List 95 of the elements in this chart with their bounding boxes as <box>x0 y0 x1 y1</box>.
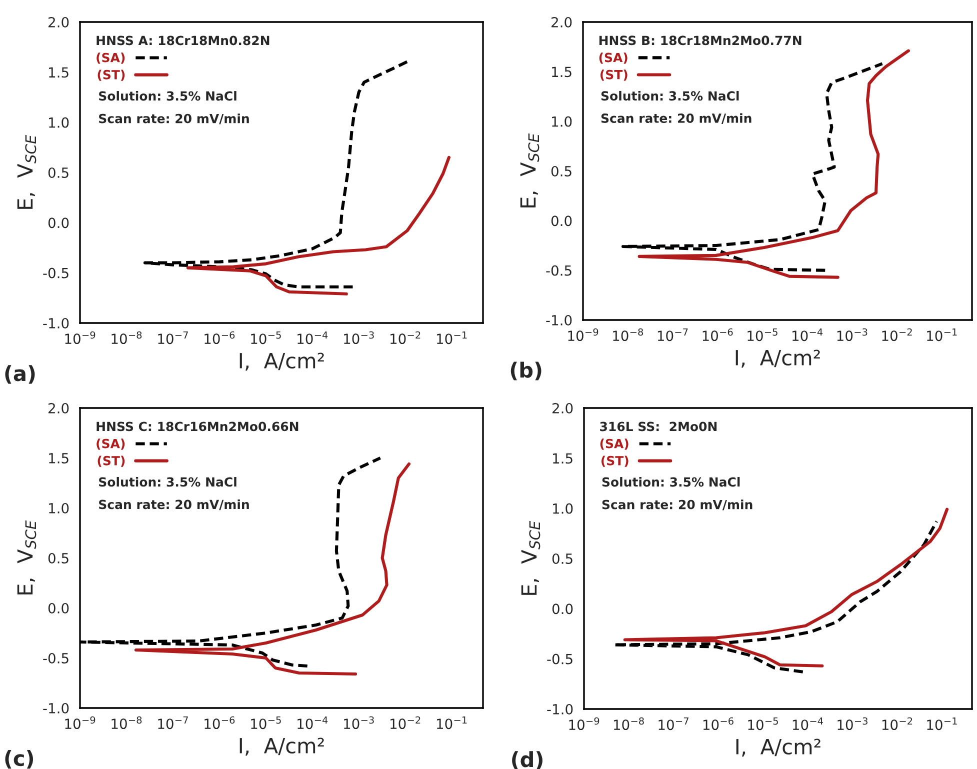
x-tick-label: 10$^{−5}$ <box>251 716 281 730</box>
x-tick-label: 10$^{−5}$ <box>251 331 281 344</box>
x-axis-title: I, A/cm² <box>240 738 324 756</box>
text: (a) <box>5 365 35 384</box>
annotation: Solution: 3.5% NaCl <box>601 90 739 101</box>
y-tick-label: 1.5 <box>552 66 572 78</box>
x-tick-label: 10$^{−8}$ <box>614 717 644 730</box>
y-tick-label: 1.5 <box>49 453 68 464</box>
legend-title: HNSS C: 18Cr16Mn2Mo0.66N <box>96 422 298 432</box>
legend-label: (ST) <box>98 70 125 81</box>
x-tick-label: 10$^{−9}$ <box>65 331 96 344</box>
legend-label: (SA) <box>599 52 628 64</box>
x-tick-label: 10$^{−3}$ <box>344 331 374 344</box>
y-tick-label: -1.0 <box>546 314 572 326</box>
x-tick-label: 10$^{−6}$ <box>204 331 235 344</box>
y-tick-label: -1.0 <box>547 704 573 714</box>
x-tick-label: 10$^{−5}$ <box>748 717 778 730</box>
x-tick-label: 10$^{−1}$ <box>927 328 957 342</box>
y-axis-title: E, V$_{SCE}$ <box>520 133 540 208</box>
y-tick-label: 2.0 <box>48 16 69 28</box>
y-tick-label: 2.0 <box>552 16 572 28</box>
legend-label: (ST) <box>98 456 125 467</box>
y-tick-label: 0.0 <box>48 602 69 614</box>
y-tick-label: 0.0 <box>551 216 572 226</box>
x-tick-label: 10$^{−9}$ <box>569 717 600 730</box>
x-tick-label: 10$^{−4}$ <box>298 331 328 344</box>
x-tick-label: 10$^{−9}$ <box>568 328 598 342</box>
x-tick-label: 10$^{−6}$ <box>703 717 734 730</box>
legend-label: (SA) <box>600 438 628 450</box>
x-tick-label: 10$^{−7}$ <box>158 331 188 344</box>
legend-label: (SA) <box>96 52 125 64</box>
y-tick-label: 1.5 <box>553 453 572 464</box>
y-tick-label: 2.0 <box>552 402 573 414</box>
x-tick-label: 10$^{−7}$ <box>658 717 688 730</box>
x-axis-title: I, A/cm² <box>736 738 820 757</box>
x-axis-title: I, A/cm² <box>240 352 324 371</box>
x-tick-label: 10$^{−6}$ <box>702 328 733 342</box>
annotation: Solution: 3.5% NaCl <box>99 477 236 487</box>
text: (b) <box>510 362 542 380</box>
x-tick-label: 10$^{−3}$ <box>838 717 868 730</box>
y-tick-label: 1.0 <box>49 117 69 128</box>
legend-title: 316L SS: 2Mo0N <box>600 422 717 432</box>
x-tick-label: 10$^{−4}$ <box>298 716 328 730</box>
x-tick-label: 10$^{−6}$ <box>204 716 235 730</box>
x-tick-label: 10$^{−2}$ <box>882 717 912 730</box>
y-axis-title: E, V$_{SCE}$ <box>521 520 540 595</box>
x-tick-label: 10$^{−2}$ <box>390 331 420 344</box>
y-tick-label: 1.0 <box>552 116 572 127</box>
x-tick-label: 10$^{−2}$ <box>390 716 420 730</box>
y-tick-label: 0.0 <box>552 604 573 614</box>
y-tick-label: 0.5 <box>552 553 572 564</box>
legend-label: (ST) <box>600 70 628 81</box>
legend-label: (SA) <box>96 438 125 450</box>
annotation: Solution: 3.5% NaCl <box>99 91 236 101</box>
y-tick-label: -0.5 <box>43 652 68 664</box>
y-tick-label: 1.5 <box>49 67 68 78</box>
x-tick-label: 10$^{−4}$ <box>792 717 823 730</box>
y-tick-label: 1.0 <box>553 503 573 514</box>
annotation: Solution: 3.5% NaCl <box>602 477 740 487</box>
x-tick-label: 10$^{−2}$ <box>882 328 912 342</box>
y-tick-label: 0.0 <box>48 218 69 228</box>
y-tick-label: 0.5 <box>48 552 68 564</box>
y-tick-label: 0.5 <box>551 166 572 176</box>
x-tick-label: 10$^{−4}$ <box>792 328 823 342</box>
y-axis-title: E, V$_{SCE}$ <box>17 134 36 209</box>
x-tick-label: 10$^{−1}$ <box>436 331 467 344</box>
x-tick-label: 10$^{−8}$ <box>613 328 644 342</box>
x-axis-title: I, A/cm² <box>736 350 820 368</box>
annotation: Scan rate: 20 mV/min <box>99 500 249 510</box>
annotation: Scan rate: 20 mV/min <box>99 114 249 124</box>
y-tick-label: -0.5 <box>43 268 68 278</box>
text: (c) <box>5 750 34 769</box>
x-tick-label: 10$^{−7}$ <box>658 328 688 342</box>
x-tick-label: 10$^{−7}$ <box>158 716 188 730</box>
x-tick-label: 10$^{−8}$ <box>112 331 142 344</box>
legend-title: HNSS A: 18Cr18Mn0.82N <box>96 36 270 46</box>
annotation: Scan rate: 20 mV/min <box>601 113 752 124</box>
y-axis-title: E, V$_{SCE}$ <box>17 520 36 594</box>
y-tick-label: 2.0 <box>48 402 69 414</box>
y-tick-label: -1.0 <box>43 318 69 328</box>
y-tick-label: -0.5 <box>546 265 572 276</box>
legend-label: (ST) <box>601 456 628 467</box>
y-tick-label: 1.0 <box>49 502 69 514</box>
x-tick-label: 10$^{−9}$ <box>65 716 96 730</box>
x-tick-label: 10$^{−8}$ <box>112 716 142 730</box>
y-tick-label: 0.5 <box>48 167 68 178</box>
x-tick-label: 10$^{−1}$ <box>927 717 957 730</box>
y-tick-label: -1.0 <box>43 702 69 714</box>
y-tick-label: -0.5 <box>547 654 572 664</box>
x-tick-label: 10$^{−1}$ <box>436 716 467 730</box>
annotation: Scan rate: 20 mV/min <box>602 500 752 510</box>
legend-title: HNSS B: 18Cr18Mn2Mo0.77N <box>599 36 802 46</box>
x-tick-label: 10$^{−5}$ <box>748 328 778 342</box>
x-tick-label: 10$^{−3}$ <box>344 716 374 730</box>
x-tick-label: 10$^{−3}$ <box>837 328 868 342</box>
